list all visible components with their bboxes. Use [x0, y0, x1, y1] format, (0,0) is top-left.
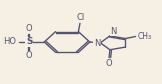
Text: O: O	[106, 59, 112, 68]
Text: N: N	[94, 39, 100, 48]
Text: Cl: Cl	[76, 13, 84, 22]
Text: O: O	[26, 24, 33, 33]
Text: N: N	[110, 27, 117, 36]
Text: S: S	[26, 37, 33, 47]
Text: HO: HO	[3, 37, 16, 47]
Text: CH₃: CH₃	[137, 32, 151, 41]
Text: O: O	[26, 51, 33, 60]
